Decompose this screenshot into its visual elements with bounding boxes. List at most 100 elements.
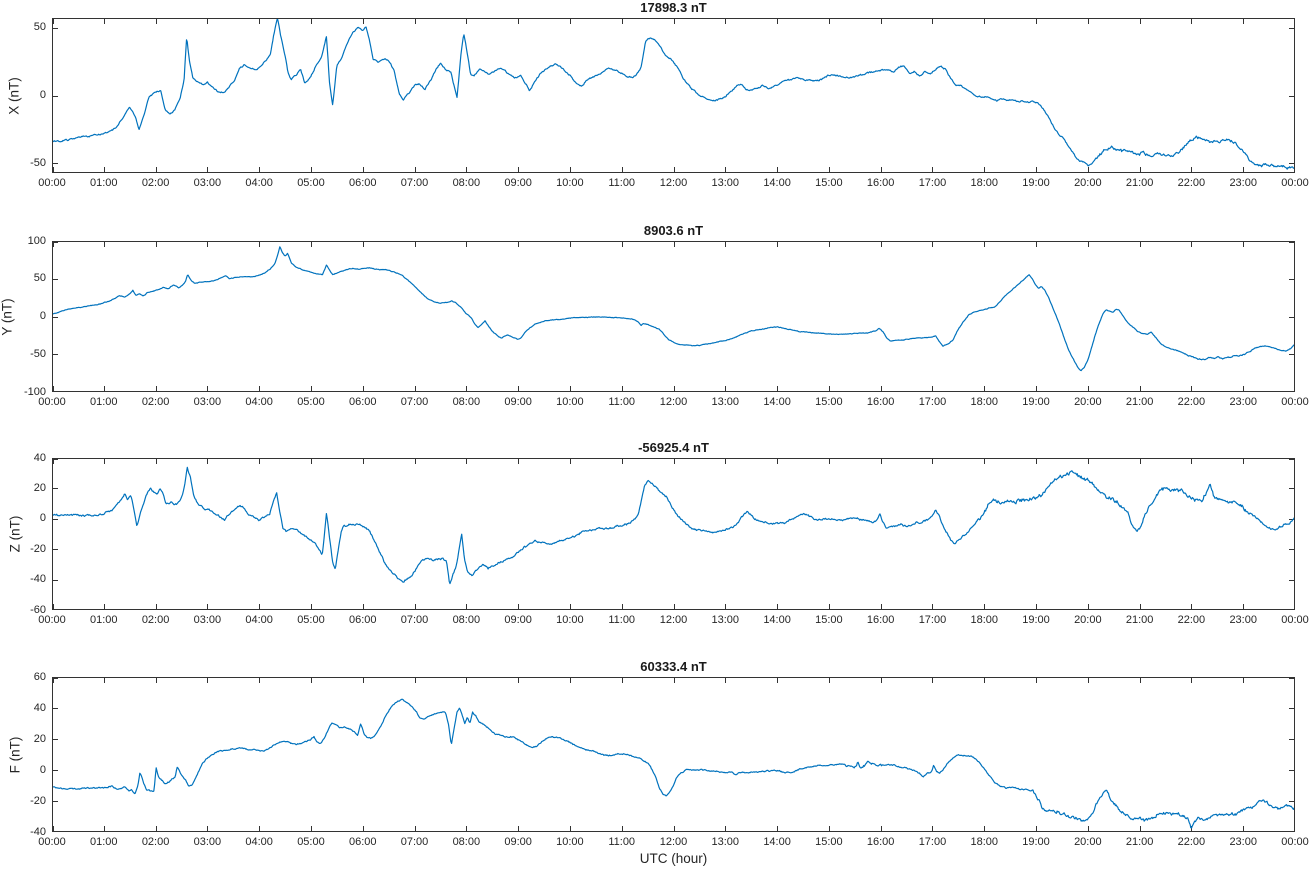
x-tick-label: 15:00 — [815, 836, 843, 848]
x-tick-label: 23:00 — [1229, 177, 1257, 189]
y-tick-label: 40 — [33, 451, 46, 464]
x-tick-label: 03:00 — [193, 614, 222, 626]
y-tick-label: 50 — [33, 21, 46, 34]
x-tick-label: 00:00 — [1281, 177, 1309, 189]
x-tick-label: 11:00 — [608, 177, 636, 189]
tick-marks — [53, 242, 1295, 392]
x-tick-label: 09:00 — [504, 836, 532, 848]
y-tick-label: 60 — [33, 670, 46, 683]
x-tick-label: 09:00 — [504, 614, 532, 626]
y-tick-label: -40 — [30, 573, 46, 586]
x-tick-label: 00:00 — [38, 396, 66, 408]
x-tick-label: 10:00 — [556, 177, 584, 189]
x-tick-label: 05:00 — [297, 836, 325, 848]
tick-marks — [53, 678, 1295, 832]
x-tick-label: 03:00 — [193, 836, 222, 848]
x-tick-label: 09:00 — [504, 396, 532, 408]
x-tick-label: 12:00 — [659, 614, 688, 626]
x-tick-label: 01:00 — [90, 836, 118, 848]
x-tick-label: 20:00 — [1074, 614, 1102, 626]
x-tick-label: 13:00 — [711, 396, 740, 408]
panel-title-z: -56925.4 nT — [638, 440, 709, 455]
x-tick-label: 00:00 — [38, 177, 66, 189]
x-tick-label: 09:00 — [504, 177, 532, 189]
y-tick-label: -20 — [30, 794, 46, 807]
x-tick-label: 21:00 — [1125, 836, 1154, 848]
x-tick-label: 16:00 — [866, 614, 895, 626]
x-tick-label: 22:00 — [1177, 836, 1206, 848]
y-tick-label: -40 — [30, 825, 46, 838]
x-tick-label: 16:00 — [866, 396, 895, 408]
x-tick-label: 07:00 — [400, 614, 429, 626]
x-tick-label: 01:00 — [90, 614, 118, 626]
x-tick-label: 21:00 — [1125, 396, 1154, 408]
y-tick-label: 0 — [39, 89, 46, 101]
data-series-line — [53, 246, 1294, 372]
x-tick-label: 17:00 — [918, 177, 947, 189]
x-tick-label: 02:00 — [141, 396, 170, 408]
x-tick-label: 08:00 — [452, 396, 481, 408]
x-tick-label: 15:00 — [815, 614, 843, 626]
plot-area-y — [52, 241, 1295, 392]
axes-box — [52, 18, 1295, 173]
x-tick-label: 21:00 — [1125, 614, 1154, 626]
x-tick-label: 08:00 — [452, 836, 481, 848]
data-series-line — [53, 698, 1294, 829]
x-tick-label: 02:00 — [141, 836, 170, 848]
x-tick-label: 22:00 — [1177, 614, 1206, 626]
x-tick-label: 05:00 — [297, 614, 325, 626]
plot-area-f — [52, 677, 1295, 832]
y-tick-label: -60 — [30, 603, 46, 616]
y-tick-label: 0 — [39, 310, 46, 322]
x-tick-label: 19:00 — [1022, 836, 1050, 848]
x-tick-label: 11:00 — [608, 396, 636, 408]
x-tick-label: 04:00 — [245, 836, 273, 848]
axes-box — [52, 677, 1295, 832]
x-tick-label: 14:00 — [763, 396, 791, 408]
x-tick-label: 04:00 — [245, 396, 273, 408]
y-tick-label: 100 — [27, 234, 46, 247]
x-tick-label: 02:00 — [141, 177, 170, 189]
data-series-line — [53, 19, 1294, 170]
x-tick-label: 07:00 — [400, 396, 429, 408]
y-tick-label: 0 — [39, 512, 46, 525]
x-tick-label: 02:00 — [141, 614, 170, 626]
x-tick-label: 17:00 — [918, 614, 947, 626]
x-tick-label: 14:00 — [763, 836, 791, 848]
x-tick-label: 18:00 — [970, 836, 999, 848]
tick-marks — [53, 459, 1295, 610]
x-tick-label: 10:00 — [556, 614, 584, 626]
x-tick-label: 20:00 — [1074, 836, 1102, 848]
y-tick-label: -20 — [30, 542, 46, 555]
x-tick-label: 19:00 — [1022, 177, 1050, 189]
x-tick-label: 13:00 — [711, 177, 740, 189]
y-tick-label: -50 — [30, 156, 46, 169]
x-tick-label: 10:00 — [556, 836, 584, 848]
x-tick-label: 00:00 — [1281, 396, 1309, 408]
x-tick-label: 11:00 — [608, 836, 636, 848]
x-tick-label: 18:00 — [970, 396, 999, 408]
x-tick-label: 01:00 — [90, 396, 118, 408]
x-tick-label: 04:00 — [245, 177, 273, 189]
x-tick-label: 06:00 — [348, 396, 377, 408]
y-tick-label: 40 — [33, 701, 46, 714]
x-tick-label: 05:00 — [297, 396, 325, 408]
x-tick-label: 00:00 — [38, 614, 66, 626]
x-tick-label: 16:00 — [866, 177, 895, 189]
x-tick-label: 20:00 — [1074, 396, 1102, 408]
plot-area-x — [52, 18, 1295, 173]
y-tick-label: 50 — [33, 272, 46, 285]
x-tick-label: 03:00 — [193, 396, 222, 408]
x-tick-label: 18:00 — [970, 614, 999, 626]
x-tick-label: 05:00 — [297, 177, 325, 189]
x-tick-label: 14:00 — [763, 614, 791, 626]
x-tick-label: 12:00 — [659, 177, 688, 189]
x-tick-label: 23:00 — [1229, 836, 1257, 848]
x-tick-label: 22:00 — [1177, 177, 1206, 189]
y-tick-label: 20 — [33, 732, 46, 745]
x-tick-label: 08:00 — [452, 177, 481, 189]
x-tick-label: 20:00 — [1074, 177, 1102, 189]
y-tick-label: 0 — [39, 763, 46, 776]
x-tick-label: 07:00 — [400, 177, 429, 189]
